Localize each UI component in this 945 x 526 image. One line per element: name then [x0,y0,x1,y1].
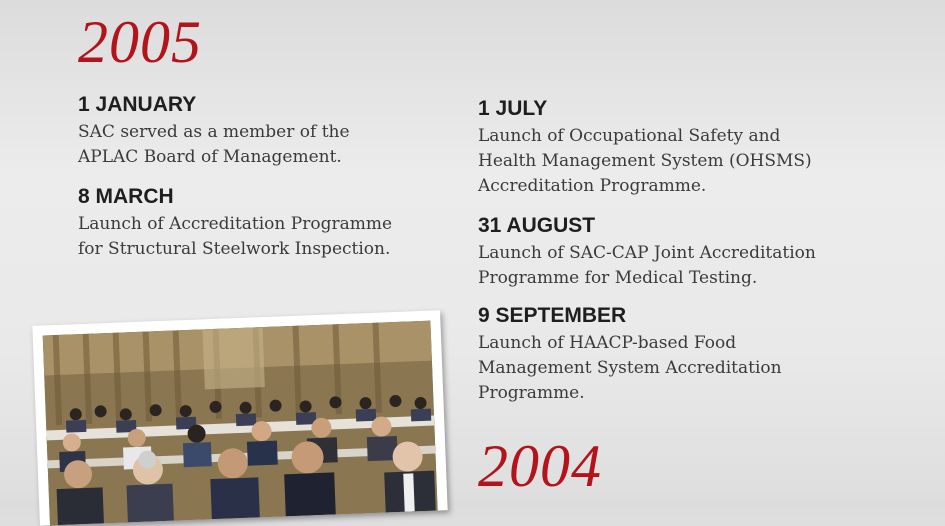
entry-description: Launch of SAC-CAP Joint Accreditation Pr… [478,243,816,289]
year-heading-2005: 2005 [78,9,202,75]
timeline-entry: 1 JULY Launch of Occupational Safety and… [478,97,812,199]
entry-date: 1 JULY [478,97,548,120]
timeline-entry: 9 SEPTEMBER Launch of HAACP-based Food M… [478,304,782,406]
timeline-entry: 31 AUGUST Launch of SAC-CAP Joint Accred… [478,214,816,291]
timeline-entry: 8 MARCH Launch of Accreditation Programm… [78,185,392,262]
timeline-entry: 1 JANUARY SAC served as a member of the … [78,93,350,170]
entry-description: Launch of Occupational Safety and Health… [478,126,812,197]
entry-description: SAC served as a member of the APLAC Boar… [78,122,350,168]
entry-description: Launch of HAACP-based Food Management Sy… [478,333,782,404]
entry-date: 1 JANUARY [78,93,197,116]
year-heading-2004: 2004 [478,433,602,499]
conference-photo [42,320,438,526]
photo-frame [32,310,448,526]
entry-date: 9 SEPTEMBER [478,304,627,327]
entry-date: 31 AUGUST [478,214,596,237]
conference-photo-illustration [42,320,438,526]
entry-date: 8 MARCH [78,185,174,208]
entry-description: Launch of Accreditation Programme for St… [78,214,393,260]
